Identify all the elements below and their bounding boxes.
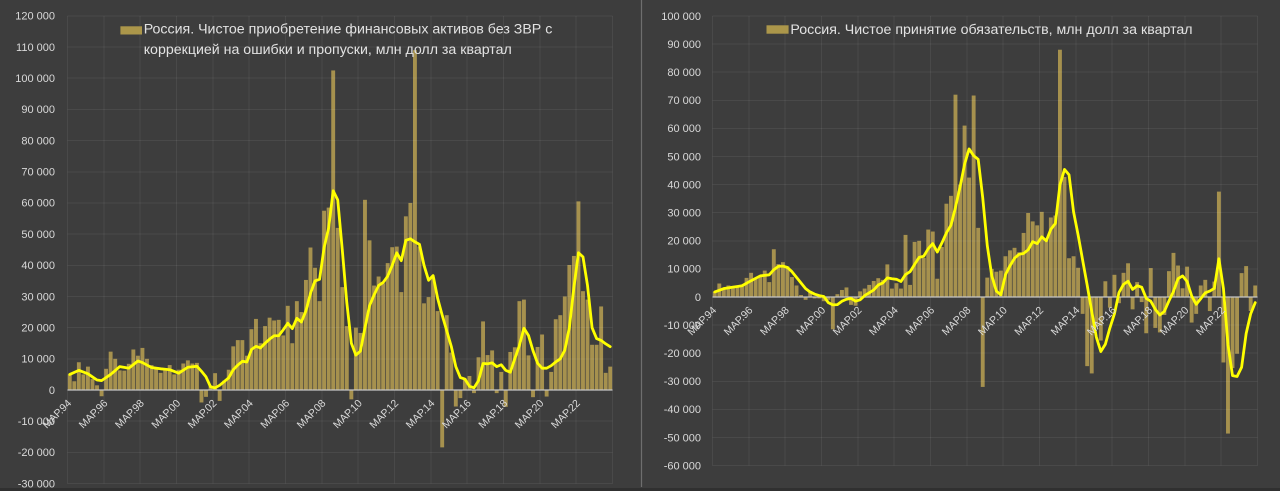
svg-text:Россия. Чистое приобретение фи: Россия. Чистое приобретение финансовых а… [144, 22, 553, 38]
svg-text:Россия. Чистое принятие обязат: Россия. Чистое принятие обязательств, мл… [790, 22, 1192, 38]
svg-text:10 000: 10 000 [21, 354, 55, 366]
svg-text:50 000: 50 000 [667, 151, 701, 163]
svg-text:90 000: 90 000 [667, 39, 701, 51]
svg-text:-30 000: -30 000 [18, 478, 55, 490]
svg-text:90 000: 90 000 [21, 104, 55, 116]
svg-text:30 000: 30 000 [667, 208, 701, 220]
svg-text:-10 000: -10 000 [664, 320, 701, 332]
svg-text:-60 000: -60 000 [664, 460, 701, 472]
svg-text:20 000: 20 000 [21, 322, 55, 334]
svg-text:120 000: 120 000 [15, 11, 55, 23]
svg-text:-50 000: -50 000 [664, 432, 701, 444]
svg-text:40 000: 40 000 [667, 179, 701, 191]
svg-text:70 000: 70 000 [21, 167, 55, 179]
svg-text:-10 000: -10 000 [18, 416, 55, 428]
svg-text:0: 0 [695, 292, 701, 304]
svg-text:-40 000: -40 000 [664, 404, 701, 416]
svg-text:110 000: 110 000 [16, 42, 55, 54]
svg-text:10 000: 10 000 [667, 264, 701, 276]
svg-text:100 000: 100 000 [661, 11, 701, 23]
svg-text:-20 000: -20 000 [18, 447, 55, 459]
svg-text:40 000: 40 000 [21, 260, 55, 272]
svg-text:-30 000: -30 000 [664, 376, 701, 388]
svg-text:70 000: 70 000 [667, 95, 701, 107]
svg-text:80 000: 80 000 [667, 67, 701, 79]
svg-text:60 000: 60 000 [667, 123, 701, 135]
svg-text:50 000: 50 000 [21, 229, 55, 241]
svg-text:20 000: 20 000 [667, 236, 701, 248]
svg-text:60 000: 60 000 [21, 198, 55, 210]
svg-text:30 000: 30 000 [21, 291, 55, 303]
svg-text:80 000: 80 000 [21, 135, 55, 147]
svg-text:100 000: 100 000 [15, 73, 55, 85]
svg-text:коррекцией на ошибки и пропуск: коррекцией на ошибки и пропуски, млн дол… [144, 42, 512, 58]
svg-text:0: 0 [49, 385, 55, 397]
svg-text:-20 000: -20 000 [664, 348, 701, 360]
